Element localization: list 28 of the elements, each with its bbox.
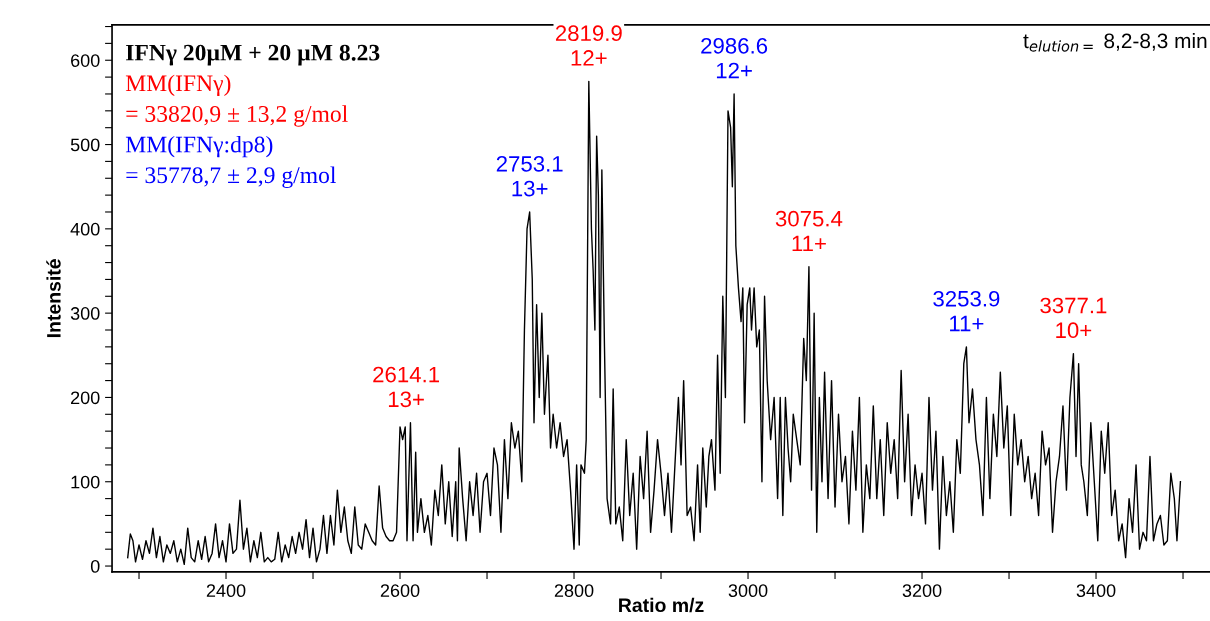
x-tick-label: 2400 [206,584,246,598]
y-axis-title: Intensité [46,259,61,338]
y-tick-label: 300 [70,307,100,320]
x-tick-label: 2800 [554,584,594,598]
y-tick-label: 400 [70,222,100,236]
annotation: = 35778,7 ± 2,9 g/mol [126,166,336,189]
annotation: 3253.9 11+ [933,290,1000,332]
x-tick-label: 2600 [380,584,420,598]
annotation: IFNγ 20µM + 20 µM 8.23 [126,44,380,66]
annotation: MM(IFNγ) [125,74,231,97]
annotation: 2986.6 12+ [701,37,768,79]
annotation: MM(IFNγ:dp8) [125,135,273,158]
x-axis-title: Ratio m/z [619,597,704,613]
annotation: 2753.1 13+ [496,156,563,197]
y-tick-label: 600 [71,54,100,67]
annotation: 3075.4 11+ [775,210,843,252]
annotation: 3377.1 10+ [1040,297,1107,339]
annotation: t$_{elution=}$ 8,2-8,3 min [1023,32,1207,52]
x-tick-label: 3400 [1076,584,1116,598]
y-tick-label: 100 [71,475,100,489]
annotation: 2819.9 12+ [555,25,622,66]
x-tick-label: 3200 [902,584,942,598]
y-tick-label: 200 [71,391,100,405]
annotation: = 33820,9 ± 13,2 g/mol [126,105,348,127]
annotation: 2614.1 13+ [373,366,440,408]
y-tick-label: 500 [70,138,100,152]
x-tick-label: 3000 [728,584,768,598]
y-tick-label: 0 [90,559,100,573]
